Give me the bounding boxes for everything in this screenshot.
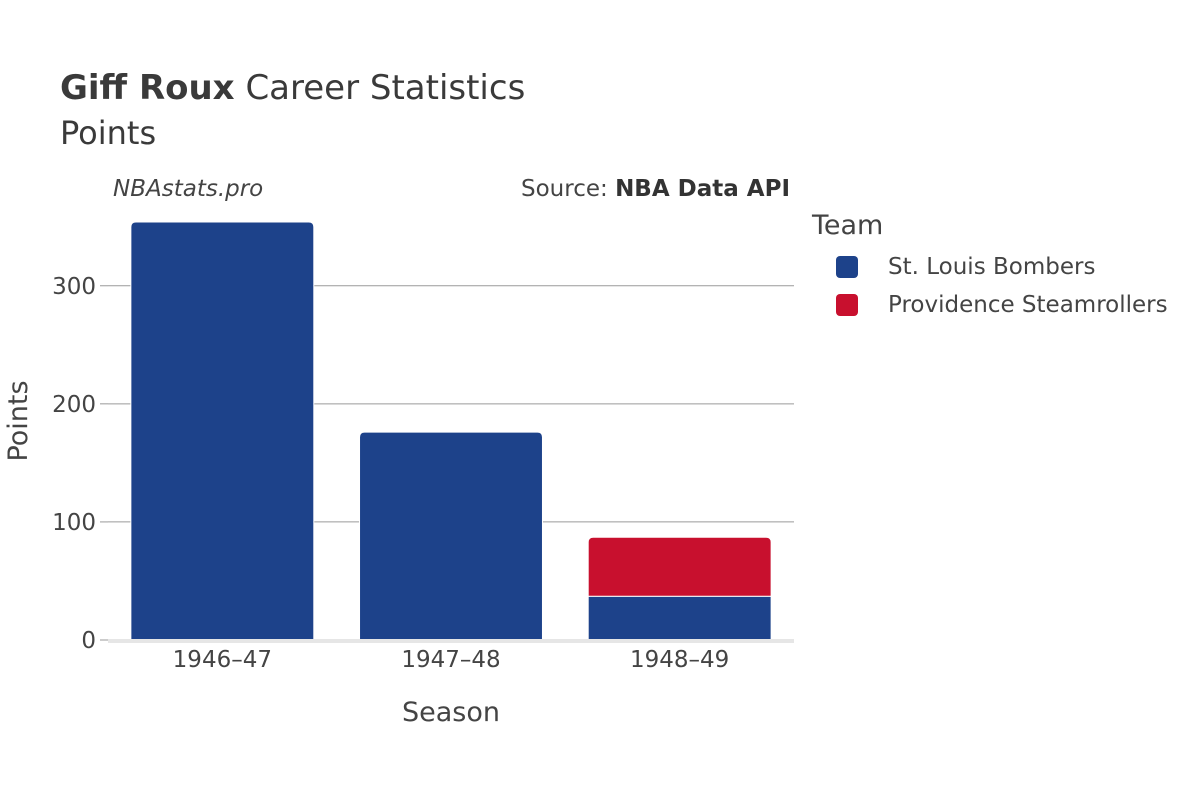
- source-name: NBA Data API: [615, 176, 790, 202]
- x-tick-label: 1947–48: [401, 647, 500, 673]
- x-axis-title: Season: [402, 697, 500, 728]
- legend-label: St. Louis Bombers: [888, 254, 1096, 280]
- legend-item-providence-steamrollers[interactable]: Providence Steamrollers: [836, 291, 1168, 319]
- legend-item-st-louis-bombers[interactable]: St. Louis Bombers: [836, 253, 1095, 281]
- chart-title: Giff Roux Career Statistics: [60, 66, 525, 110]
- player-name: Giff Roux: [60, 68, 235, 108]
- legend-title: Team: [812, 210, 884, 241]
- legend-swatch-st-louis-bombers: [836, 256, 858, 278]
- bar-st-louis-bombers-2: [587, 595, 772, 641]
- title-suffix: Career Statistics: [245, 68, 526, 108]
- y-tick-label: 0: [81, 628, 96, 654]
- legend-swatch-providence-steamrollers: [836, 294, 858, 316]
- legend-label: Providence Steamrollers: [888, 292, 1168, 318]
- chart-subtitle: Points: [60, 114, 157, 152]
- y-tick-label: 100: [52, 510, 96, 536]
- y-tick-label: 300: [52, 274, 96, 300]
- x-tick-label: 1948–49: [630, 647, 729, 673]
- y-axis-title: Points: [3, 380, 34, 461]
- watermark: NBAstats.pro: [113, 176, 264, 202]
- bar-providence-steamrollers-2: [587, 536, 772, 597]
- bar-st-louis-bombers-1: [359, 431, 543, 641]
- source-prefix: Source:: [521, 176, 616, 202]
- bar-st-louis-bombers-0: [130, 221, 315, 641]
- y-tick-label: 200: [52, 392, 96, 418]
- x-tick-label: 1946–47: [173, 647, 272, 673]
- source-credit: Source: NBA Data API: [521, 176, 790, 202]
